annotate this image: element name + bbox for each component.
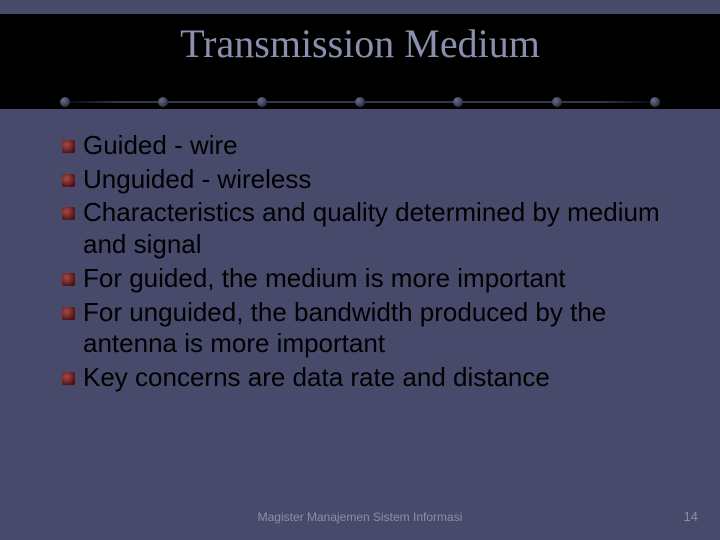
bullet-list: Guided - wireUnguided - wirelessCharacte…: [62, 130, 672, 396]
bullet-text: Unguided - wireless: [83, 164, 311, 196]
divider-dot-icon: [355, 97, 365, 107]
bullet-item: Guided - wire: [62, 130, 672, 162]
bullet-item: Key concerns are data rate and distance: [62, 362, 672, 394]
bullet-text: Key concerns are data rate and distance: [83, 362, 550, 394]
divider-dot-icon: [650, 97, 660, 107]
bullet-icon: [62, 207, 75, 220]
divider-dot-icon: [60, 97, 70, 107]
bullet-text: For guided, the medium is more important: [83, 263, 566, 295]
bullet-icon: [62, 174, 75, 187]
footer-text: Magister Manajemen Sistem Informasi: [0, 510, 720, 524]
bullet-icon: [62, 307, 75, 320]
bullet-item: Unguided - wireless: [62, 164, 672, 196]
bullet-item: For unguided, the bandwidth produced by …: [62, 297, 672, 360]
slide-title: Transmission Medium: [0, 20, 720, 67]
page-number: 14: [684, 509, 698, 524]
divider-dot-icon: [257, 97, 267, 107]
bullet-text: Guided - wire: [83, 130, 238, 162]
divider-dot-icon: [552, 97, 562, 107]
divider-dot-icon: [453, 97, 463, 107]
slide-footer: Magister Manajemen Sistem Informasi 14: [0, 510, 720, 524]
divider-dot-icon: [158, 97, 168, 107]
bullet-icon: [62, 273, 75, 286]
bullet-icon: [62, 372, 75, 385]
bullet-item: Characteristics and quality determined b…: [62, 197, 672, 260]
bullet-icon: [62, 140, 75, 153]
bullet-text: For unguided, the bandwidth produced by …: [83, 297, 672, 360]
bullet-item: For guided, the medium is more important: [62, 263, 672, 295]
title-divider: [60, 95, 660, 109]
bullet-text: Characteristics and quality determined b…: [83, 197, 672, 260]
